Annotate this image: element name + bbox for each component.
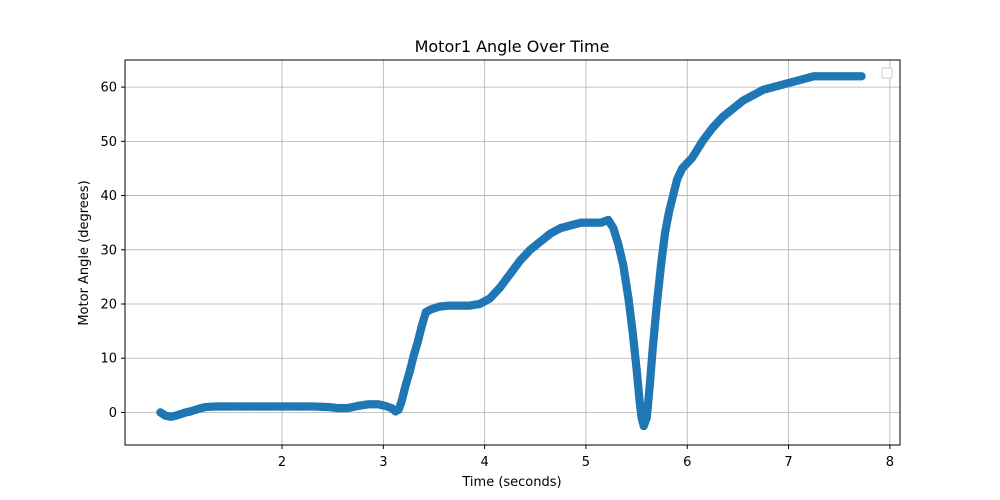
y-axis-label: Motor Angle (degrees) (77, 180, 92, 325)
data-point (857, 72, 866, 81)
x-axis-label: Time (seconds) (461, 475, 561, 490)
plot-frame (124, 59, 901, 446)
x-tick-label: 5 (582, 455, 590, 470)
y-tick-label: 60 (100, 81, 117, 96)
y-tick-label: 30 (100, 243, 117, 258)
y-tick-label: 10 (100, 352, 117, 367)
scatter-series (156, 72, 866, 431)
x-tick-label: 6 (683, 455, 691, 470)
x-tick-label: 2 (278, 455, 286, 470)
x-tick-label: 3 (379, 455, 387, 470)
x-tick-label: 4 (480, 455, 488, 470)
y-tick-label: 0 (109, 406, 117, 421)
x-tick-label: 7 (784, 455, 792, 470)
y-axis-ticks: 0 10 20 30 40 50 60 (100, 81, 125, 421)
legend-box (881, 67, 893, 79)
x-tick-label: 8 (886, 455, 894, 470)
chart-title: Motor1 Angle Over Time (415, 37, 610, 56)
y-tick-label: 20 (100, 298, 117, 313)
y-tick-label: 50 (100, 135, 117, 150)
y-tick-label: 40 (100, 189, 117, 204)
grid (125, 60, 900, 445)
x-axis-ticks: 2 3 4 5 6 7 8 (278, 445, 894, 470)
